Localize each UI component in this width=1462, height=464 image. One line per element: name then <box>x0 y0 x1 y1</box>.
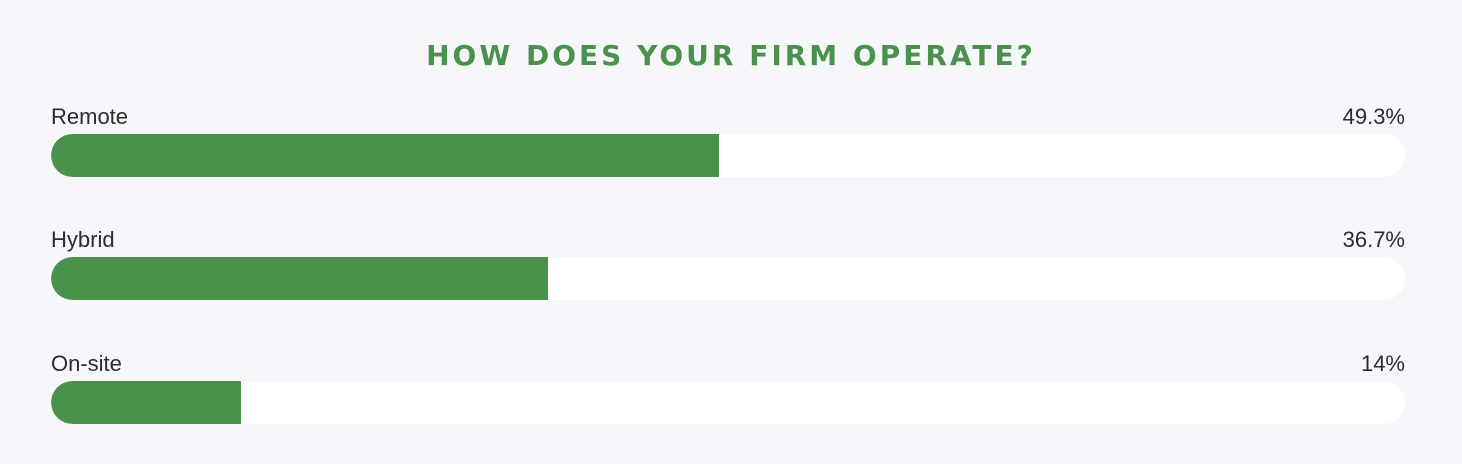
bar-track-hybrid <box>51 257 1405 300</box>
bar-row-on-site: On-site 14% <box>51 350 1405 430</box>
bar-fill-hybrid <box>51 257 548 300</box>
chart-title: HOW DOES YOUR FIRM OPERATE? <box>426 39 1036 72</box>
bar-label-remote: Remote <box>51 104 129 129</box>
bar-value-label-remote: 49.3% <box>1342 104 1405 129</box>
bar-label-hybrid: Hybrid <box>51 227 115 252</box>
bar-fill-on-site <box>51 381 241 424</box>
bar-row-hybrid: Hybrid 36.7% <box>51 226 1405 306</box>
bar-row-remote: Remote 49.3% <box>51 103 1405 183</box>
bar-fill-remote <box>51 134 719 177</box>
bar-value-label-hybrid: 36.7% <box>1342 227 1405 252</box>
bar-track-on-site <box>51 381 1405 424</box>
bar-track-remote <box>51 134 1405 177</box>
bar-value-label-on-site: 14% <box>1360 351 1405 376</box>
bar-label-on-site: On-site <box>51 351 122 376</box>
